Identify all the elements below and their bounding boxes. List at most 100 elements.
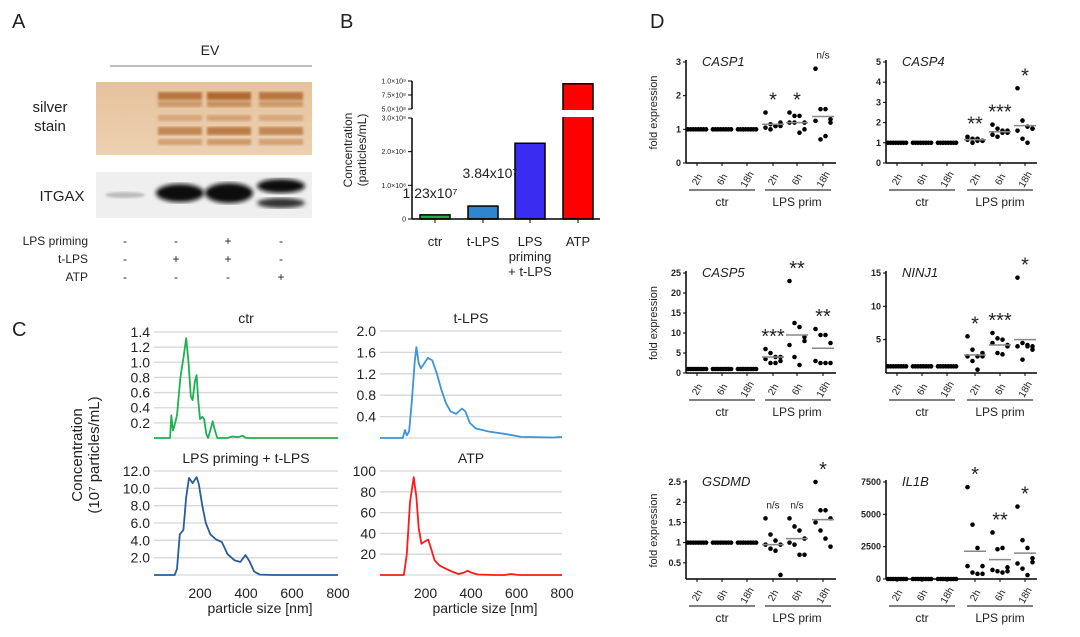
data-point bbox=[802, 552, 807, 558]
x-tick-label-group: 2h bbox=[766, 382, 781, 397]
significance-label: * bbox=[1021, 255, 1029, 277]
significance-label: ** bbox=[789, 258, 805, 280]
silver-stain-band bbox=[207, 115, 251, 121]
x-tick-label: 2h bbox=[968, 588, 983, 603]
x-tick-label-group: 18h bbox=[815, 380, 833, 400]
expression-plot-casp5: 0 5 10 15 20 25 CASP5 2h 6h 18h 2h *** 6h ** 18h ** ctr L… bbox=[648, 258, 836, 419]
data-point bbox=[1020, 537, 1025, 543]
x-tick-label-group: 18h bbox=[739, 586, 757, 606]
data-point bbox=[1020, 340, 1025, 346]
y-tick-label: 2.0 bbox=[131, 550, 151, 566]
x-tick-label: 600 bbox=[280, 585, 304, 601]
bar-2 bbox=[514, 142, 546, 220]
x-axis-label: particle size [nm] bbox=[207, 600, 312, 616]
data-point bbox=[797, 324, 802, 330]
panel-letter-b: B bbox=[340, 11, 353, 33]
data-point bbox=[980, 571, 985, 577]
significance-label: * bbox=[819, 459, 827, 481]
x-tick-label-group: 18h bbox=[939, 170, 957, 190]
y-label: fold expression bbox=[648, 286, 660, 360]
data-point bbox=[903, 576, 909, 582]
data-point bbox=[828, 340, 833, 346]
data-point bbox=[703, 127, 709, 132]
x-tick-label: 200 bbox=[188, 585, 212, 601]
x-tick-label-group: 6h bbox=[993, 172, 1008, 187]
gene-title: GSDMD bbox=[702, 474, 750, 489]
y-tick-label: 5000 bbox=[861, 509, 881, 519]
data-point bbox=[823, 536, 828, 541]
data-point bbox=[1000, 337, 1005, 342]
y-tick-label: 0.2 bbox=[131, 415, 151, 431]
axis-break-gap bbox=[561, 110, 595, 117]
x-tick-label: 6h bbox=[715, 382, 730, 397]
data-point bbox=[1015, 128, 1020, 133]
data-point bbox=[823, 133, 828, 139]
y-tick-label: 10 bbox=[671, 328, 681, 338]
x-tick-label: 2h bbox=[766, 588, 781, 603]
x-tick-label-group: 2h bbox=[766, 588, 781, 603]
condition-label: LPS priming bbox=[23, 234, 88, 248]
bar-3 bbox=[562, 83, 594, 220]
data-point bbox=[1015, 85, 1020, 91]
gene-title: CASP5 bbox=[702, 265, 745, 280]
data-point bbox=[813, 520, 818, 525]
data-point bbox=[768, 360, 773, 366]
data-point bbox=[990, 530, 995, 535]
data-point bbox=[990, 330, 995, 336]
x-tick-label-group: 6h bbox=[790, 172, 805, 187]
data-point bbox=[763, 516, 768, 521]
silver-stain-band bbox=[259, 115, 303, 121]
y-label-line: Concentration bbox=[341, 113, 355, 188]
group-label: ctr bbox=[715, 611, 728, 625]
significance-label: * bbox=[971, 464, 979, 486]
x-tick-label: 18h bbox=[739, 586, 757, 606]
silver-stain-band bbox=[207, 139, 251, 145]
size-plot-0: 0.20.40.60.81.01.21.4 ctr bbox=[131, 310, 338, 439]
data-point bbox=[1020, 136, 1025, 142]
y-tick-label: 0.8 bbox=[357, 387, 377, 403]
group-label: ctr bbox=[715, 405, 728, 419]
y-tick-label: 5.0×10⁸ bbox=[381, 107, 406, 114]
x-tick-label-group: 18h bbox=[739, 380, 757, 400]
x-tick-label: 6h bbox=[915, 172, 930, 187]
silver-stain-band bbox=[259, 127, 303, 135]
x-tick-label: 18h bbox=[1017, 170, 1035, 190]
data-point bbox=[818, 332, 823, 338]
x-tick-label: 2h bbox=[890, 382, 905, 397]
x-tick-label: 18h bbox=[815, 170, 833, 190]
silver-stain-label: silver bbox=[32, 99, 67, 116]
y-tick-label: 0 bbox=[402, 217, 406, 224]
data-point bbox=[802, 338, 807, 344]
data-point bbox=[768, 127, 773, 132]
data-label-t-lps: 3.84x10⁷ bbox=[463, 165, 518, 181]
y-tick-label: 0 bbox=[676, 368, 681, 378]
data-point bbox=[1015, 561, 1020, 566]
significance-label: * bbox=[971, 313, 979, 335]
data-point bbox=[797, 362, 802, 368]
data-point bbox=[1000, 545, 1005, 551]
x-tick-label-group: 6h bbox=[715, 382, 730, 397]
bar-1 bbox=[467, 205, 499, 220]
x-tick-label-group: 2h bbox=[690, 588, 705, 603]
y-tick-label: 7.5×10⁸ bbox=[381, 93, 406, 100]
significance-label: * bbox=[793, 90, 801, 112]
silver-stain-band bbox=[158, 115, 202, 121]
y-tick-label: 12.0 bbox=[123, 463, 150, 479]
x-tick-label: 18h bbox=[815, 586, 833, 606]
data-point bbox=[970, 347, 975, 352]
data-point bbox=[818, 360, 823, 366]
group-label: ctr bbox=[715, 195, 728, 209]
x-tick-label: 18h bbox=[739, 380, 757, 400]
y-tick-label: 1 bbox=[676, 124, 681, 134]
data-point bbox=[990, 122, 995, 127]
data-point bbox=[1030, 347, 1035, 352]
itgax-band bbox=[105, 192, 145, 198]
data-point bbox=[1020, 566, 1025, 571]
data-point bbox=[1005, 568, 1010, 574]
y-axis-label: fold expression bbox=[648, 76, 660, 150]
category-label: priming bbox=[509, 249, 552, 264]
gene-title: CASP1 bbox=[702, 54, 745, 69]
significance-label: *** bbox=[761, 326, 785, 348]
size-distribution-line bbox=[380, 476, 562, 576]
x-tick-label: 2h bbox=[690, 382, 705, 397]
